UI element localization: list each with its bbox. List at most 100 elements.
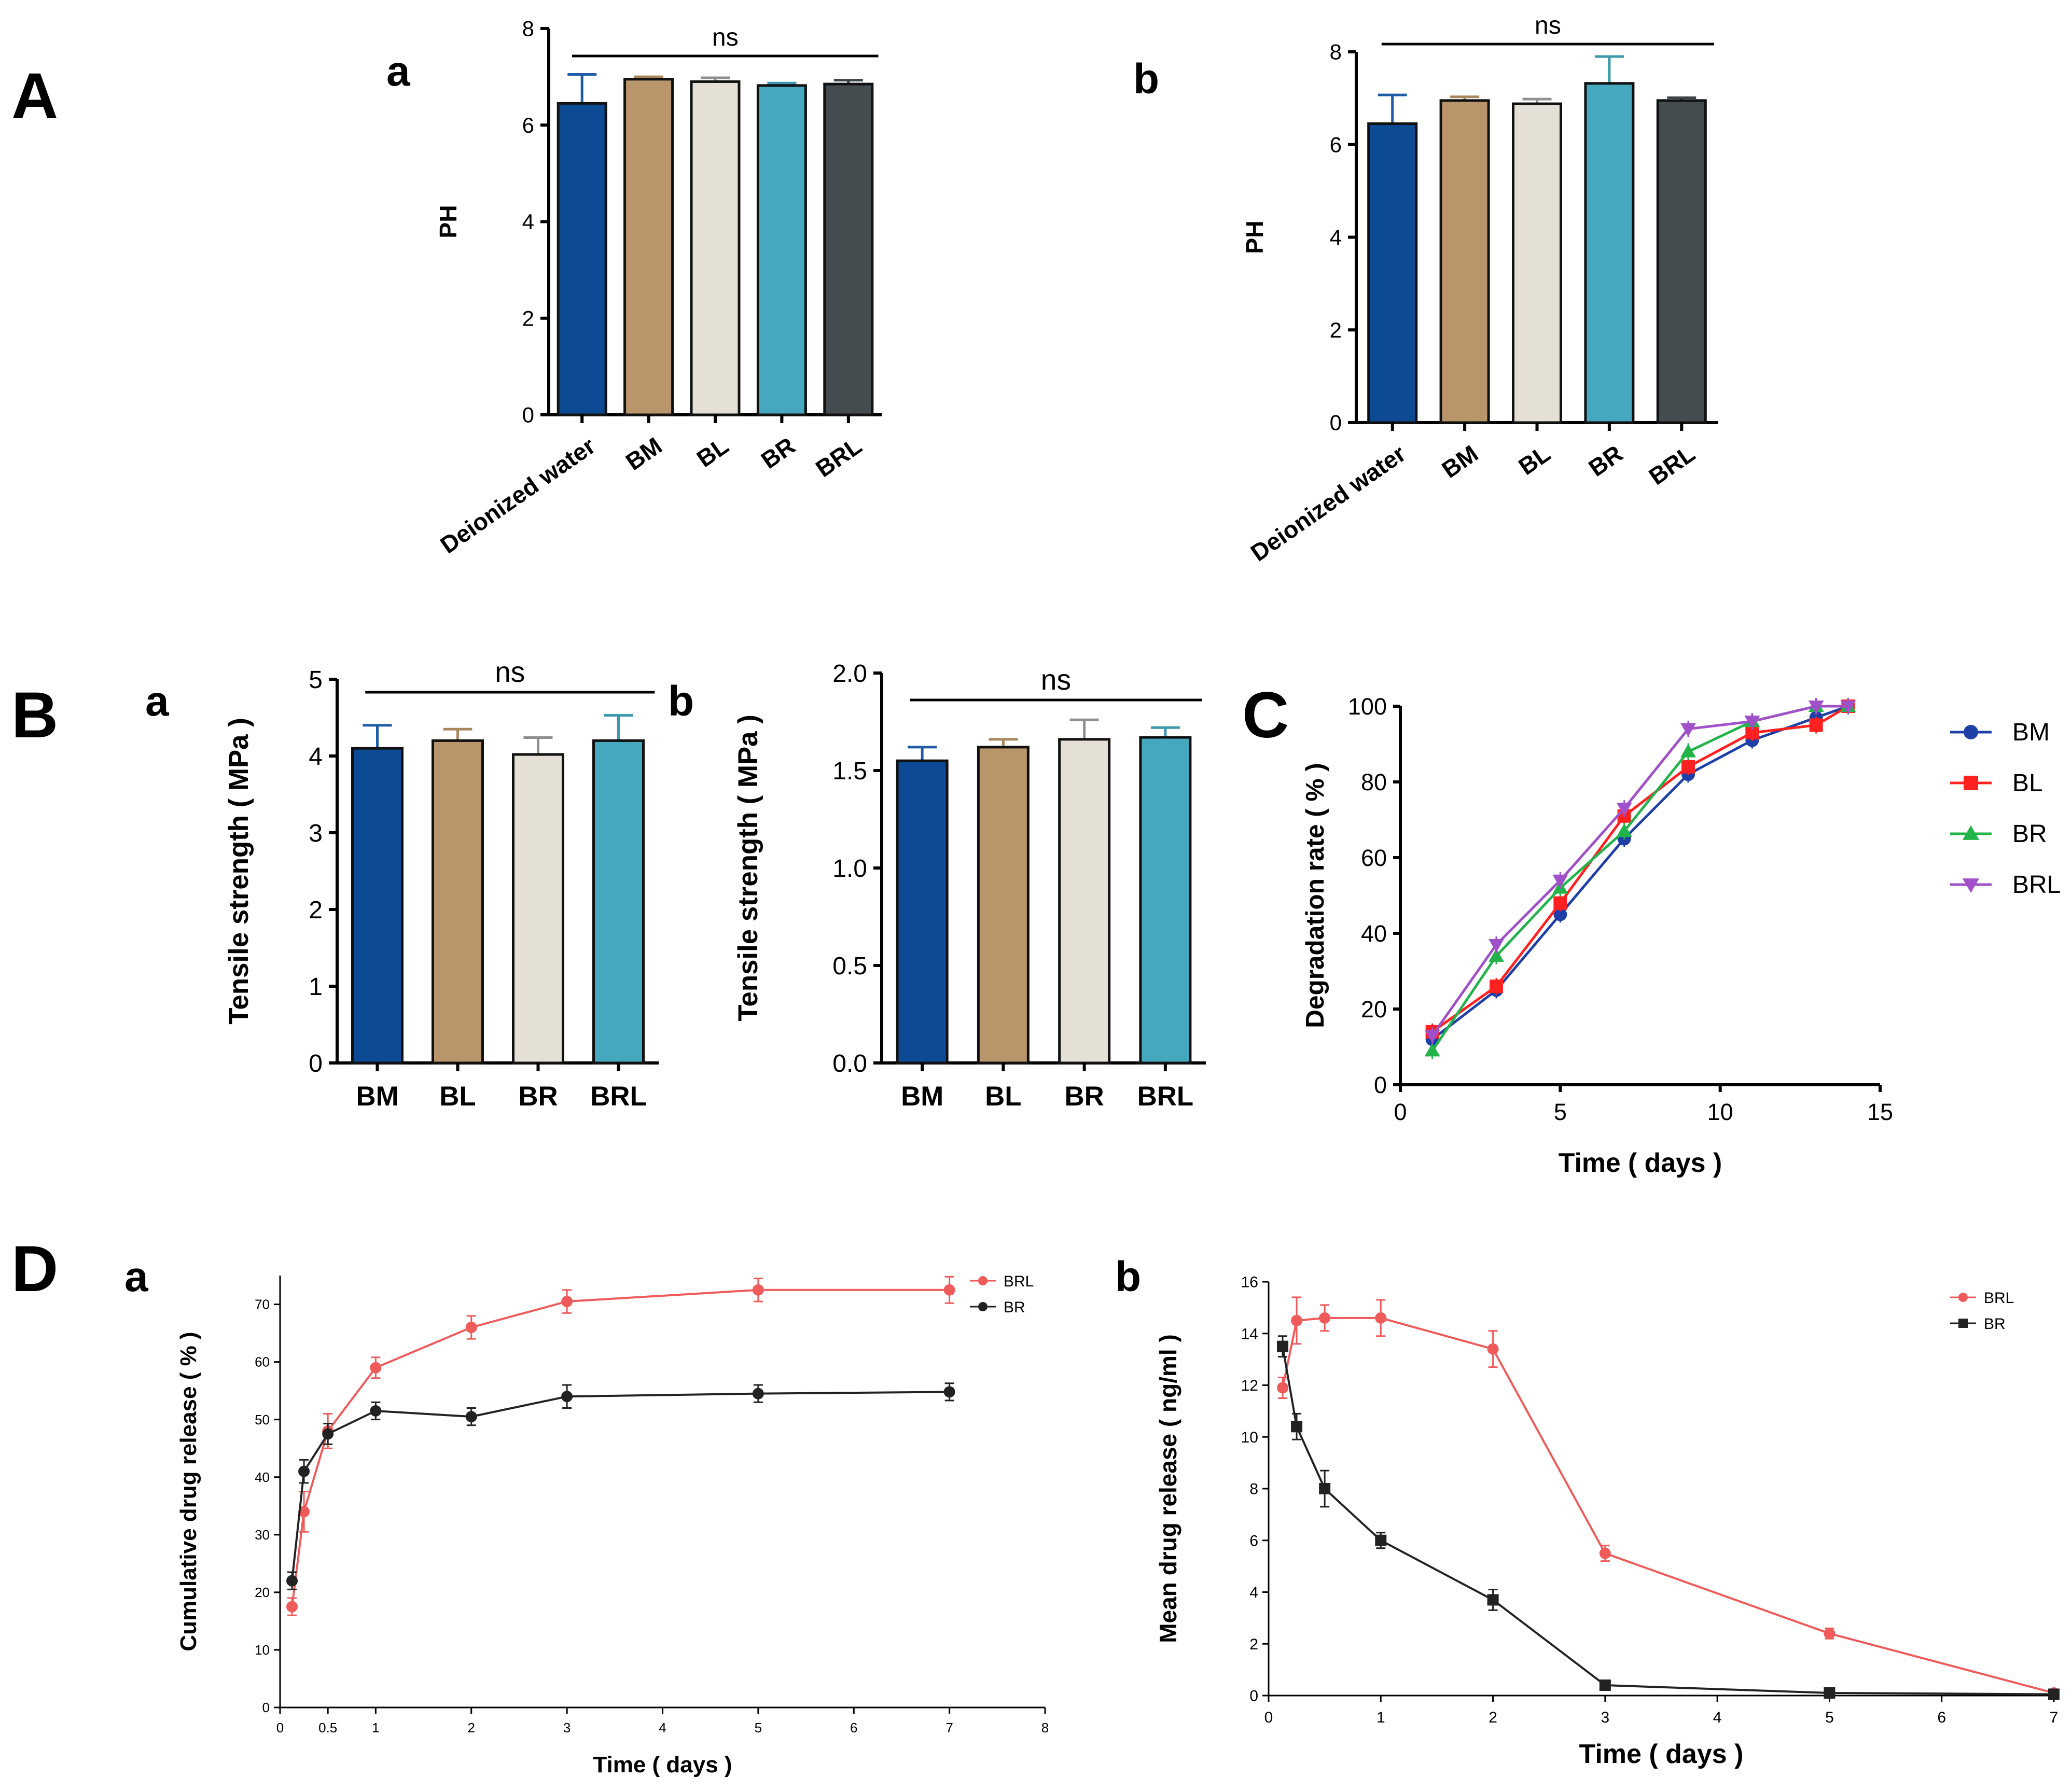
chart-Ab: b 0 2 4 6 8 PH Deionized water BM BL BR BRL ns xyxy=(1133,11,1718,566)
y-axis-title: Cumulative drug release ( % ) xyxy=(176,1332,201,1651)
legend-marker-br xyxy=(1958,1319,1968,1328)
x-tick-label: 5 xyxy=(755,1720,762,1735)
x-tick-label: 5 xyxy=(1825,1709,1834,1726)
y-tick-label: 2 xyxy=(522,306,534,330)
series-line-br xyxy=(1282,1346,2054,1696)
point-bm xyxy=(1553,907,1567,921)
x-tick-label: 6 xyxy=(1937,1709,1946,1726)
x-tick-label: BM xyxy=(901,1081,943,1112)
chart-Da: a 0 10 20 30 40 50 60 70 0 0.5 1 2 3 4 5 6 7 8 Time ( days … xyxy=(124,1253,1049,1777)
y-tick-label: 5 xyxy=(309,666,323,694)
x-tick-label: 1 xyxy=(372,1720,379,1735)
point-brl xyxy=(1808,700,1824,714)
point-br xyxy=(943,1386,955,1398)
y-tick-label: 50 xyxy=(255,1412,270,1427)
x-tick-label: 7 xyxy=(945,1720,953,1735)
y-tick-label: 8 xyxy=(522,17,534,41)
point-br xyxy=(1277,1340,1289,1352)
point-brl xyxy=(561,1295,573,1307)
significance-label: ns xyxy=(712,23,739,51)
x-tick-label: 10 xyxy=(1707,1099,1733,1125)
x-tick-label: 6 xyxy=(850,1720,857,1735)
y-tick-label: 0.0 xyxy=(832,1050,867,1077)
point-brl xyxy=(1424,1030,1440,1044)
y-tick-label: 0 xyxy=(1330,411,1342,435)
bar-deionized-water xyxy=(557,102,607,416)
bar-brl xyxy=(823,82,874,416)
x-tick-label: BM xyxy=(621,432,667,475)
y-tick-label: 1 xyxy=(309,973,323,1001)
panel-sublabel: a xyxy=(386,48,411,95)
y-tick-label: 4 xyxy=(1330,225,1342,249)
point-brl xyxy=(465,1321,477,1333)
legend-marker-br xyxy=(978,1302,988,1311)
legend-label-bm: BM xyxy=(2012,719,2050,746)
bar-br xyxy=(1058,738,1111,1065)
legend-marker-brl xyxy=(978,1276,988,1285)
point-br xyxy=(286,1575,298,1587)
x-tick-label: 0 xyxy=(1264,1709,1273,1726)
point-brl xyxy=(1487,1343,1499,1355)
x-tick-label: 2 xyxy=(1489,1709,1497,1726)
panel-sublabel: a xyxy=(145,678,170,725)
x-tick-label: BR xyxy=(756,432,800,474)
y-tick-label: 2.0 xyxy=(832,660,867,688)
y-tick-label: 2 xyxy=(1330,318,1342,342)
y-tick-label: 60 xyxy=(255,1354,270,1370)
x-tick-label: 7 xyxy=(2050,1709,2059,1726)
legend-label-br: BR xyxy=(2012,820,2047,848)
y-tick-label: 40 xyxy=(1361,920,1387,947)
point-br xyxy=(1489,948,1504,962)
y-tick-label: 6 xyxy=(522,113,534,137)
x-tick-label: Deionized water xyxy=(435,432,600,558)
x-tick-label: BR xyxy=(1064,1081,1104,1112)
y-tick-label: 60 xyxy=(1361,845,1387,871)
legend-marker-brl xyxy=(1962,878,1980,893)
bar-bm xyxy=(623,78,674,416)
x-tick-label: BRL xyxy=(1644,440,1700,490)
point-bl xyxy=(1809,718,1823,732)
point-br xyxy=(1375,1534,1387,1546)
x-tick-label: BR xyxy=(1583,440,1627,482)
panel-label-C: C xyxy=(1242,679,1289,751)
legend-marker-br xyxy=(1962,825,1980,840)
point-brl xyxy=(1744,716,1760,730)
y-tick-label: 10 xyxy=(1241,1429,1258,1446)
legend-label-br: BR xyxy=(1984,1315,2006,1333)
point-bl xyxy=(1490,979,1503,993)
point-br xyxy=(1599,1679,1611,1691)
y-tick-label: 0 xyxy=(1249,1688,1258,1705)
panel-sublabel: b xyxy=(1133,55,1159,103)
y-tick-label: 4 xyxy=(1249,1584,1258,1601)
chart-C: 0 20 40 60 80 100 0 5 10 15 Time ( days ) Degradati… xyxy=(1301,693,2061,1178)
y-tick-label: 20 xyxy=(255,1585,270,1600)
point-br xyxy=(2048,1688,2060,1700)
point-brl xyxy=(1319,1312,1331,1324)
y-tick-label: 0 xyxy=(522,403,534,427)
bar-br xyxy=(512,753,564,1065)
y-tick-label: 80 xyxy=(1361,769,1387,795)
y-tick-label: 1.5 xyxy=(832,758,867,785)
y-tick-label: 4 xyxy=(309,743,323,771)
x-tick-label: BL xyxy=(439,1081,476,1112)
x-tick-label: BL xyxy=(1513,440,1555,480)
y-tick-label: 2 xyxy=(1249,1636,1258,1653)
y-tick-label: 0 xyxy=(1374,1072,1387,1098)
x-tick-label: Deionized water xyxy=(1246,440,1411,566)
panel-sublabel: b xyxy=(1115,1253,1141,1300)
point-bl xyxy=(1553,896,1567,910)
series-line-brl xyxy=(1282,1317,2054,1694)
point-br xyxy=(1616,823,1632,837)
y-tick-label: 40 xyxy=(255,1469,270,1485)
point-br xyxy=(298,1465,310,1477)
y-axis-title: Degradation rate ( % ) xyxy=(1301,763,1329,1028)
panel-label-A: A xyxy=(11,60,58,132)
x-axis-title: Time ( days ) xyxy=(1559,1147,1722,1178)
point-br xyxy=(1319,1483,1331,1494)
y-tick-label: 14 xyxy=(1241,1325,1258,1342)
legend-label-bl: BL xyxy=(2012,769,2043,797)
chart-Bb: b 0.0 0.5 1.0 1.5 2.0 Tensile strength ( MPa )… xyxy=(668,660,1206,1112)
x-axis-title: Time ( days ) xyxy=(593,1752,732,1777)
panel-label-B: B xyxy=(11,679,58,751)
